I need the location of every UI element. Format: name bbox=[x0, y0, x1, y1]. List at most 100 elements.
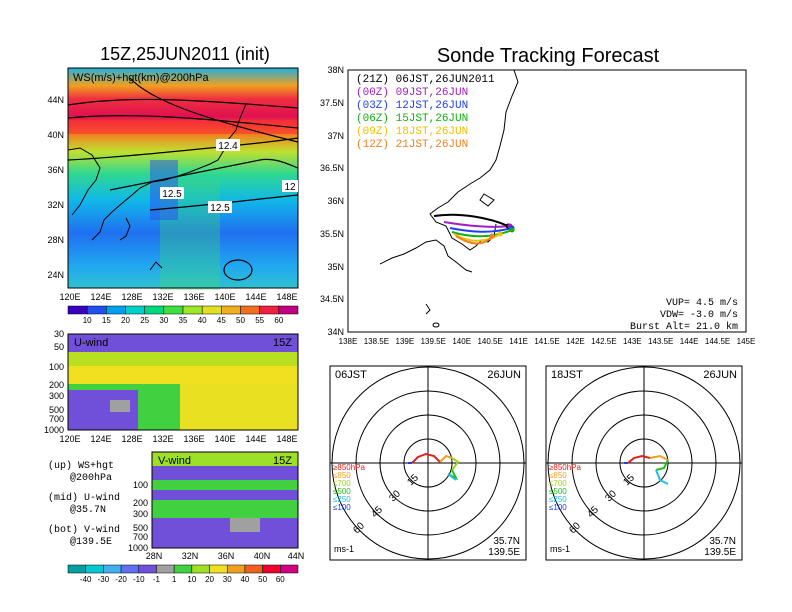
wind-colorbar-label: 1 bbox=[172, 575, 177, 584]
burst-text: Burst Alt= 21.0 km bbox=[630, 321, 738, 333]
u-ytick: 50 bbox=[54, 342, 64, 352]
v-ytick: 100 bbox=[133, 480, 148, 490]
note-up-1: (up) WS+hgt bbox=[48, 460, 114, 472]
track-ytick: 38N bbox=[327, 65, 344, 75]
v-ytick: 300 bbox=[133, 509, 148, 519]
hodo-left-level-2: ≤850 bbox=[333, 471, 351, 480]
ws-colorbar-swatch bbox=[67, 305, 88, 315]
map-panel-label: WS(m/s)+hgt(km)@200hPa bbox=[73, 72, 209, 84]
u-ytick: 500 bbox=[49, 405, 64, 415]
v-xtick: 44N bbox=[288, 551, 305, 561]
hodo-left-time: 06JST bbox=[335, 369, 367, 381]
wind-colorbar-swatch bbox=[244, 564, 263, 574]
map-ytick: 28N bbox=[47, 235, 64, 245]
u-xtick: 124E bbox=[90, 434, 111, 444]
track-xtick: 139E bbox=[396, 337, 415, 346]
hodograph-right: 18JST 26JUN 15 30 45 60 ≥850hPa ≤850 ≤70… bbox=[545, 365, 743, 561]
track-ytick: 34N bbox=[327, 327, 344, 337]
v-ytick: 200 bbox=[133, 498, 148, 508]
v-xtick: 36N bbox=[218, 551, 235, 561]
v-xtick: 28N bbox=[146, 551, 163, 561]
hodo-left-lon: 139.5E bbox=[488, 547, 520, 558]
track-xtick: 139.5E bbox=[421, 337, 446, 346]
map-y-ticks: 44N 40N 36N 32N 28N 24N bbox=[47, 95, 64, 280]
hodo-left-units: ms-1 bbox=[334, 544, 354, 554]
map-x-ticks: 120E 124E 128E 132E 136E 140E 144E 148E bbox=[59, 292, 297, 302]
track-legend-5: (09Z) 18JST,26JUN bbox=[356, 126, 468, 138]
map-ytick: 32N bbox=[47, 200, 64, 210]
note-up-2: @200hPa bbox=[70, 472, 112, 484]
u-x-ticks: 120E 124E 128E 132E 136E 140E 144E 148E bbox=[59, 434, 297, 444]
hodo-right-level-5: ≤250 bbox=[549, 495, 567, 504]
contour-label-3: 12.5 bbox=[210, 203, 230, 214]
ws-colorbar: 10 15 20 25 30 35 40 45 50 55 60 bbox=[67, 305, 299, 325]
track-legend-3: (03Z) 12JST,26JUN bbox=[356, 100, 468, 112]
wind-colorbar-swatch bbox=[138, 564, 157, 574]
hodo-right-lon: 139.5E bbox=[704, 547, 736, 558]
hodo-left-level-5: ≤250 bbox=[333, 495, 351, 504]
ws-map-panel: WS(m/s)+hgt(km)@200hPa 12.4 12.5 12.5 12 bbox=[67, 67, 299, 290]
map-xtick: 120E bbox=[59, 292, 80, 302]
ws-colorbar-swatch bbox=[163, 305, 184, 315]
wind-colorbar-label: -10 bbox=[133, 575, 145, 584]
track-legend-6: (12Z) 21JST,26JUN bbox=[356, 139, 468, 151]
track-xtick: 141.5E bbox=[534, 337, 559, 346]
u-xtick: 140E bbox=[214, 434, 235, 444]
track-y-ticks: 38N 37.5N 37N 36.5N 36N 35.5N 35N 34.5N … bbox=[320, 65, 344, 337]
ws-colorbar-swatch bbox=[221, 305, 241, 315]
hodo-right-units: ms-1 bbox=[550, 544, 570, 554]
wind-colorbar-label: 10 bbox=[187, 575, 196, 584]
track-ytick: 37.5N bbox=[320, 98, 344, 108]
hodo-right-date: 26JUN bbox=[703, 369, 737, 381]
ws-colorbar-label: 10 bbox=[83, 316, 92, 325]
hodo-right-level-4: ≤500 bbox=[549, 487, 567, 496]
u-xtick: 148E bbox=[276, 434, 297, 444]
u-wind-panel: U-wind 15Z bbox=[67, 333, 299, 431]
ws-colorbar-label: 55 bbox=[255, 316, 264, 325]
u-xtick: 144E bbox=[245, 434, 266, 444]
ws-colorbar-label: 40 bbox=[198, 316, 207, 325]
map-xtick: 148E bbox=[276, 292, 297, 302]
track-xtick: 144.5E bbox=[705, 337, 730, 346]
ws-colorbar-label: 50 bbox=[236, 316, 245, 325]
panel-notes: (up) WS+hgt @200hPa (mid) U-wind @35.7N … bbox=[48, 460, 120, 548]
wind-colorbar-swatch bbox=[120, 564, 140, 574]
track-xtick: 138.5E bbox=[364, 337, 389, 346]
ws-colorbar-label: 45 bbox=[217, 316, 226, 325]
v-y-ticks: 100 200 300 500 700 1000 bbox=[128, 480, 148, 553]
vup-text: VUP= 4.5 m/s bbox=[666, 297, 738, 309]
hodo-right-lat: 35.7N bbox=[709, 536, 736, 547]
hodo-right-level-3: ≤700 bbox=[549, 479, 567, 488]
wind-colorbar-swatch bbox=[156, 564, 175, 574]
v-xtick: 40N bbox=[254, 551, 271, 561]
wind-colorbar-label: -30 bbox=[98, 575, 110, 584]
hodo-left-date: 26JUN bbox=[487, 369, 521, 381]
track-legend-2: (00Z) 09JST,26JUN bbox=[356, 87, 468, 99]
contour-label-4: 12 bbox=[284, 182, 296, 193]
hodo-left-level-1: ≥850hPa bbox=[333, 463, 366, 472]
track-xtick: 145E bbox=[737, 337, 756, 346]
ws-colorbar-label: 15 bbox=[102, 316, 111, 325]
left-title: 15Z,25JUN2011 (init) bbox=[100, 44, 270, 64]
hodo-left-level-3: ≤700 bbox=[333, 479, 351, 488]
wind-colorbar-swatch bbox=[226, 564, 246, 574]
ws-colorbar-swatch bbox=[106, 305, 126, 315]
hodograph-left: 06JST 26JUN 15 30 45 60 ≥850hPa ≤850 ≤70… bbox=[329, 365, 527, 561]
map-xtick: 128E bbox=[121, 292, 142, 302]
ws-colorbar-swatch bbox=[278, 305, 299, 315]
contour-label-1: 12.4 bbox=[218, 141, 238, 152]
v-ytick: 500 bbox=[133, 523, 148, 533]
track-legend-4: (06Z) 15JST,26JUN bbox=[356, 113, 468, 125]
ws-colorbar-swatch bbox=[201, 305, 222, 315]
u-xtick: 136E bbox=[183, 434, 204, 444]
vdw-text: VDW= -3.0 m/s bbox=[660, 309, 738, 321]
hodo-right-level-1: ≥850hPa bbox=[549, 463, 582, 472]
u-ytick: 30 bbox=[54, 329, 64, 339]
u-xtick: 128E bbox=[121, 434, 142, 444]
track-ytick: 34.5N bbox=[320, 294, 344, 304]
u-ytick: 700 bbox=[49, 414, 64, 424]
map-xtick: 144E bbox=[245, 292, 266, 302]
hodo-left-lat: 35.7N bbox=[493, 536, 520, 547]
hodo-left-level-4: ≤500 bbox=[333, 487, 351, 496]
